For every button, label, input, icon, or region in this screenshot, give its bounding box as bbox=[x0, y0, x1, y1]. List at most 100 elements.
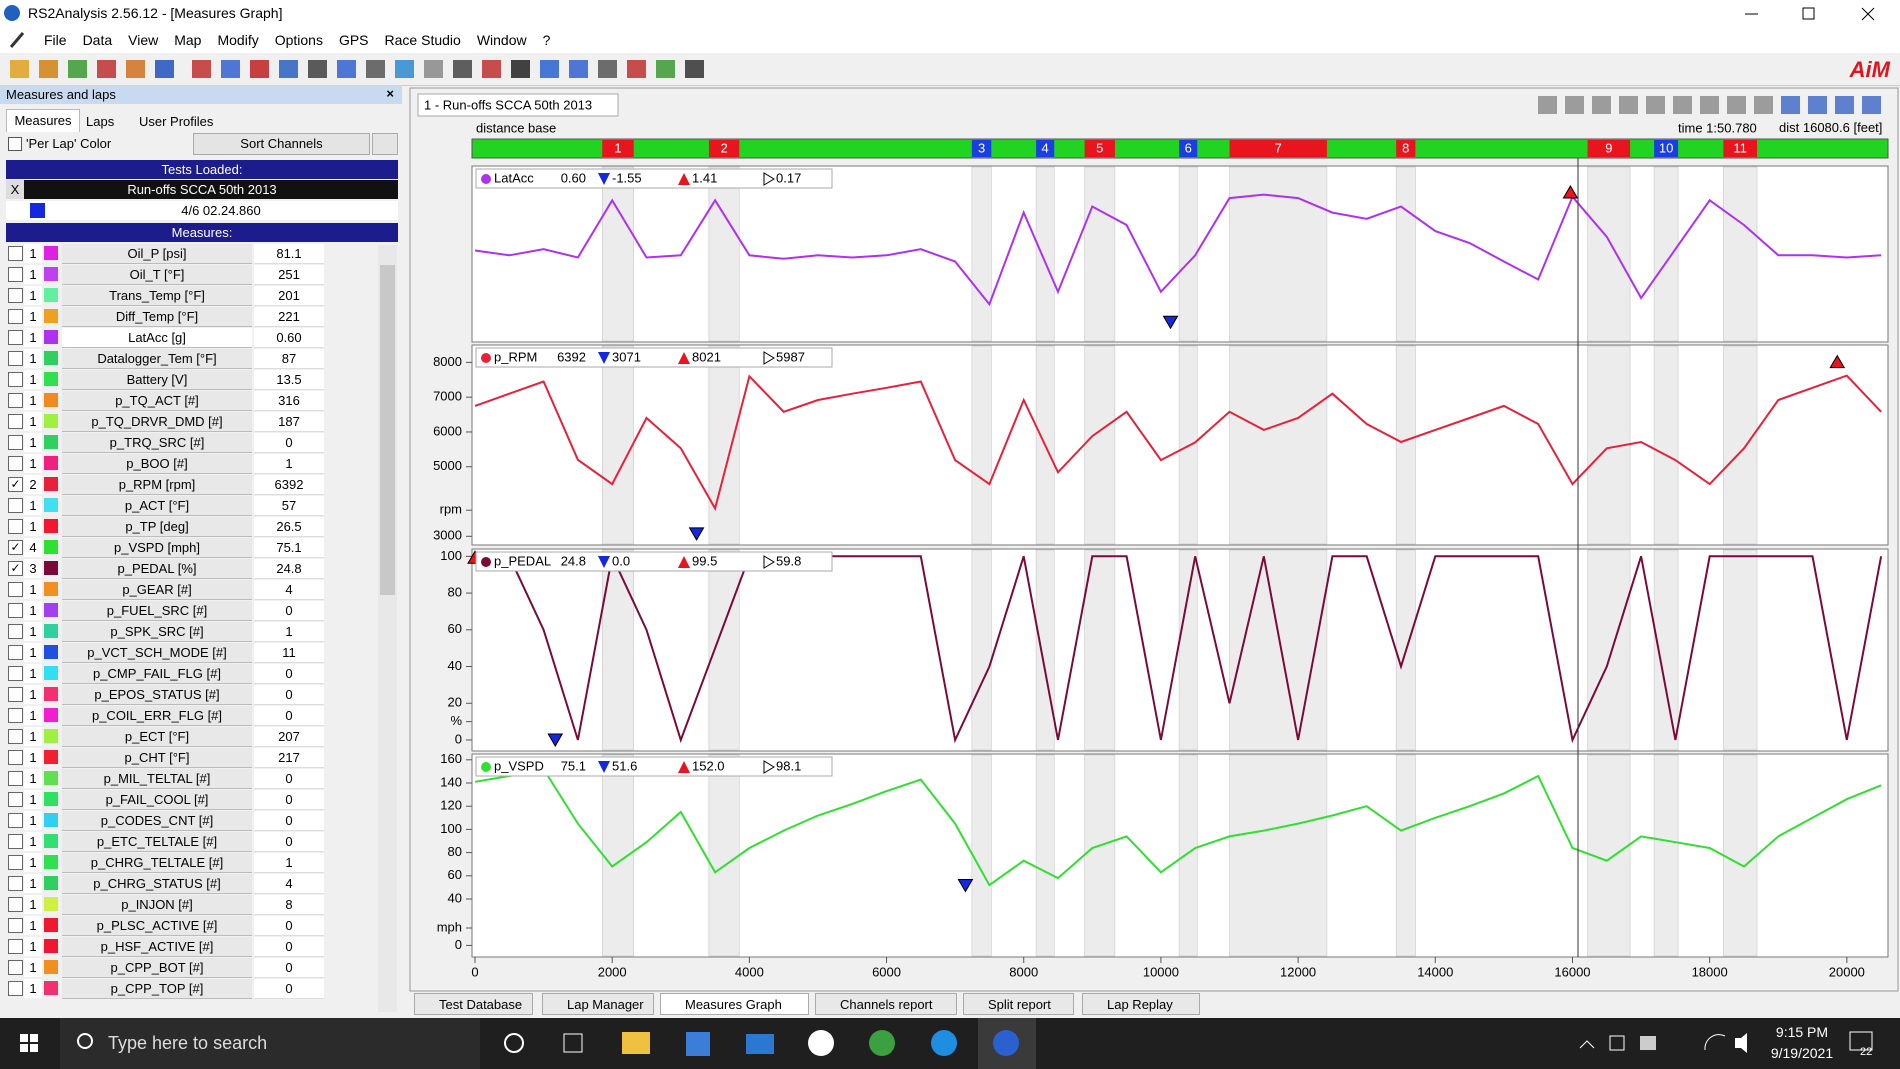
wifi[interactable] bbox=[1704, 1034, 1726, 1051]
row-checkbox[interactable] bbox=[8, 456, 23, 471]
task-view[interactable] bbox=[563, 1033, 583, 1053]
menu-item[interactable]: Window bbox=[476, 32, 527, 48]
menu-item[interactable]: View bbox=[128, 32, 159, 48]
test-close[interactable]: X bbox=[6, 180, 24, 199]
toolbar-button[interactable] bbox=[155, 60, 174, 78]
start-button[interactable] bbox=[20, 1034, 38, 1052]
toolbar-button[interactable] bbox=[39, 60, 58, 78]
graph-tool[interactable] bbox=[1565, 96, 1584, 114]
toolbar-button[interactable] bbox=[10, 60, 29, 78]
toolbar-button[interactable] bbox=[192, 60, 211, 78]
toolbar-button[interactable] bbox=[540, 60, 559, 78]
graph-tool[interactable] bbox=[1754, 96, 1773, 114]
bottom-tab[interactable]: Lap Manager bbox=[542, 993, 654, 1015]
row-checkbox[interactable] bbox=[8, 498, 23, 513]
mail[interactable] bbox=[746, 1034, 774, 1054]
menu-item[interactable]: Race Studio bbox=[384, 32, 461, 48]
graph-tool[interactable] bbox=[1646, 96, 1665, 114]
menu-item[interactable]: Map bbox=[174, 32, 202, 48]
toolbar-button[interactable] bbox=[424, 60, 443, 78]
row-checkbox[interactable]: ✓ bbox=[8, 561, 23, 576]
tab[interactable]: Laps bbox=[86, 114, 115, 129]
graph-tool[interactable] bbox=[1808, 96, 1827, 114]
bottom-tab[interactable]: Split report bbox=[963, 993, 1074, 1015]
menu-item[interactable]: Data bbox=[82, 32, 113, 48]
toolbar-button[interactable] bbox=[656, 60, 675, 78]
close[interactable] bbox=[1861, 7, 1875, 21]
toolbar-button[interactable] bbox=[569, 60, 588, 78]
bottom-tab[interactable]: Measures Graph bbox=[660, 993, 809, 1015]
chrome[interactable] bbox=[808, 1030, 834, 1056]
explorer[interactable] bbox=[622, 1032, 650, 1054]
scroll-thumb[interactable] bbox=[380, 265, 395, 595]
row-checkbox[interactable] bbox=[8, 330, 23, 345]
row-checkbox[interactable] bbox=[8, 603, 23, 618]
row-checkbox[interactable] bbox=[8, 792, 23, 807]
row-checkbox[interactable] bbox=[8, 309, 23, 324]
panel-close[interactable]: × bbox=[386, 86, 394, 101]
graph-tool[interactable] bbox=[1700, 96, 1719, 114]
toolbar-button[interactable] bbox=[627, 60, 646, 78]
app[interactable] bbox=[869, 1030, 895, 1056]
store[interactable] bbox=[686, 1032, 710, 1056]
row-checkbox[interactable] bbox=[8, 855, 23, 870]
bottom-tab[interactable]: Lap Replay bbox=[1082, 993, 1200, 1015]
row-checkbox[interactable] bbox=[8, 729, 23, 744]
row-checkbox[interactable] bbox=[8, 918, 23, 933]
row-checkbox[interactable] bbox=[8, 351, 23, 366]
graph-tool[interactable] bbox=[1727, 96, 1746, 114]
row-checkbox[interactable] bbox=[8, 288, 23, 303]
tray-icon[interactable] bbox=[1609, 1035, 1625, 1051]
row-checkbox[interactable] bbox=[8, 582, 23, 597]
graph-tool[interactable] bbox=[1835, 96, 1854, 114]
volume[interactable] bbox=[1735, 1033, 1747, 1053]
menu-item[interactable]: Options bbox=[274, 32, 323, 48]
checkbox[interactable] bbox=[8, 137, 22, 151]
row-checkbox[interactable] bbox=[8, 435, 23, 450]
toolbar-button[interactable] bbox=[97, 60, 116, 78]
tray-arrow[interactable] bbox=[1579, 1040, 1595, 1049]
toolbar-button[interactable] bbox=[68, 60, 87, 78]
menu-item[interactable]: File bbox=[44, 32, 67, 48]
row-checkbox[interactable] bbox=[8, 834, 23, 849]
row-checkbox[interactable] bbox=[8, 708, 23, 723]
bottom-tab[interactable]: Test Database bbox=[414, 993, 533, 1015]
row-checkbox[interactable]: ✓ bbox=[8, 477, 23, 492]
row-checkbox[interactable] bbox=[8, 393, 23, 408]
edge[interactable] bbox=[931, 1030, 957, 1056]
bottom-tab[interactable]: Channels report bbox=[815, 993, 957, 1015]
toolbar-button[interactable] bbox=[453, 60, 472, 78]
menu-item[interactable]: GPS bbox=[338, 32, 369, 48]
graph-tool[interactable] bbox=[1862, 96, 1881, 114]
wrench-button[interactable] bbox=[372, 133, 398, 155]
row-checkbox[interactable] bbox=[8, 372, 23, 387]
row-checkbox[interactable] bbox=[8, 750, 23, 765]
row-checkbox[interactable] bbox=[8, 666, 23, 681]
tab[interactable]: User Profiles bbox=[139, 114, 214, 129]
row-checkbox[interactable] bbox=[8, 897, 23, 912]
toolbar-button[interactable] bbox=[511, 60, 530, 78]
search-box[interactable] bbox=[60, 1018, 480, 1069]
toolbar-button[interactable] bbox=[395, 60, 414, 78]
toolbar-button[interactable] bbox=[598, 60, 617, 78]
toolbar-button[interactable] bbox=[250, 60, 269, 78]
restore[interactable] bbox=[1802, 7, 1815, 20]
menu-item[interactable]: ? bbox=[542, 32, 551, 48]
toolbar-button[interactable] bbox=[685, 60, 704, 78]
toolbar-button[interactable] bbox=[482, 60, 501, 78]
row-checkbox[interactable] bbox=[8, 939, 23, 954]
toolbar-button[interactable] bbox=[337, 60, 356, 78]
row-checkbox[interactable] bbox=[8, 624, 23, 639]
graph-tool[interactable] bbox=[1592, 96, 1611, 114]
row-checkbox[interactable] bbox=[8, 813, 23, 828]
tab[interactable]: Measures bbox=[6, 109, 80, 132]
sort-button[interactable]: Sort Channels bbox=[193, 133, 370, 155]
row-checkbox[interactable] bbox=[8, 267, 23, 282]
row-checkbox[interactable] bbox=[8, 771, 23, 786]
row-checkbox[interactable] bbox=[8, 876, 23, 891]
row-checkbox[interactable] bbox=[8, 645, 23, 660]
scrollbar[interactable] bbox=[378, 245, 397, 1012]
toolbar-button[interactable] bbox=[221, 60, 240, 78]
toolbar-button[interactable] bbox=[279, 60, 298, 78]
row-checkbox[interactable] bbox=[8, 981, 23, 996]
